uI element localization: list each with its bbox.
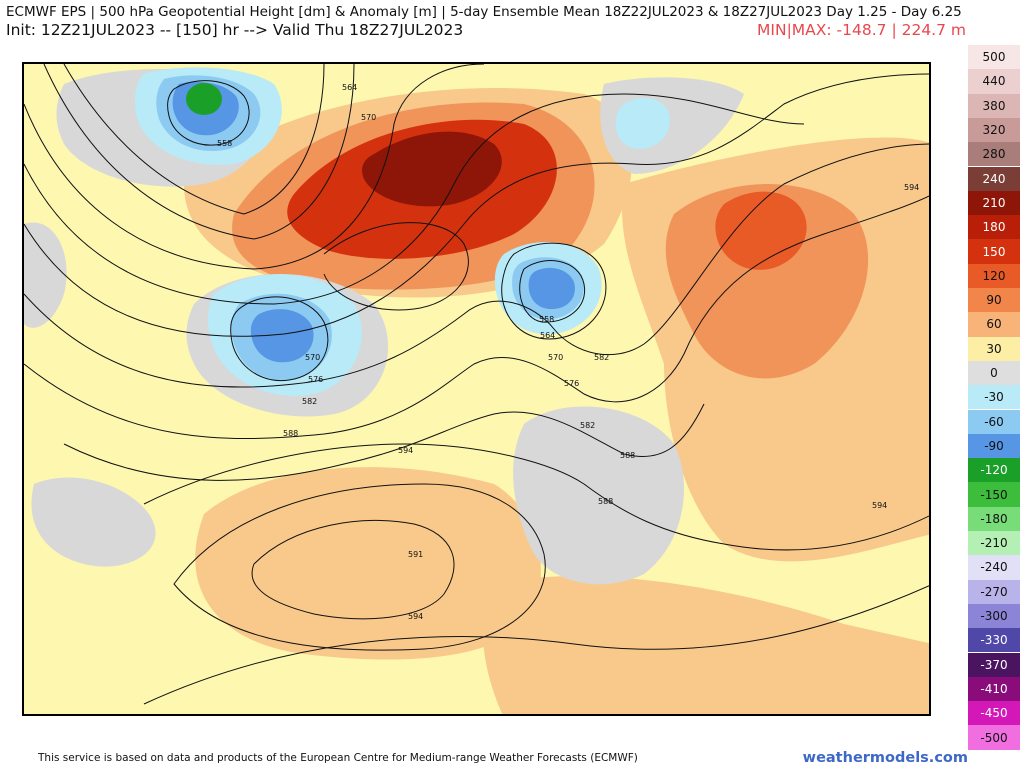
- contour-label: 594: [904, 183, 919, 192]
- colorbar-entry: -410: [968, 676, 1020, 702]
- contour-label: 594: [398, 446, 413, 455]
- contour-label: 576: [308, 375, 323, 384]
- colorbar-entry: -500: [968, 725, 1020, 750]
- map-title: ECMWF EPS | 500 hPa Geopotential Height …: [6, 4, 962, 20]
- colorbar-entry: -30: [968, 385, 1020, 410]
- colorbar-entry: -210: [968, 531, 1020, 556]
- neutral-west-low: [31, 477, 156, 567]
- colorbar-entry: -270: [968, 579, 1020, 604]
- colorbar-entry: 0: [968, 360, 1020, 386]
- contour-label: 570: [305, 353, 320, 362]
- anomaly-southwest: [195, 467, 541, 660]
- map-init-valid: Init: 12Z21JUL2023 -- [150] hr --> Valid…: [6, 21, 464, 39]
- contour-label: 591: [408, 550, 423, 559]
- contour-label: 582: [580, 421, 595, 430]
- trough-alaska-core: [186, 83, 222, 115]
- anomaly-gulf: [483, 576, 929, 714]
- contour-label: 570: [361, 113, 376, 122]
- brand-link[interactable]: weathermodels.com: [802, 750, 968, 766]
- contour-label: 588: [598, 497, 613, 506]
- contour-label: 588: [283, 429, 298, 438]
- neutral-east-us: [513, 406, 684, 585]
- colorbar-entry: -90: [968, 433, 1020, 459]
- neutral-west-edge: [24, 222, 67, 328]
- colorbar-entry: -60: [968, 409, 1020, 434]
- colorbar-entry: -300: [968, 603, 1020, 629]
- colorbar-entry: 60: [968, 312, 1020, 337]
- ridge-canada-darkred: [362, 131, 502, 207]
- colorbar-entry: 30: [968, 336, 1020, 361]
- colorbar-entry: 150: [968, 239, 1020, 264]
- colorbar-entry: -370: [968, 652, 1020, 677]
- contour-label: 564: [342, 83, 357, 92]
- colorbar-entry: 320: [968, 117, 1020, 143]
- colorbar-entry: 500: [968, 45, 1020, 70]
- colorbar-entry: 120: [968, 263, 1020, 288]
- colorbar-entry: 380: [968, 93, 1020, 118]
- contour-label: 576: [564, 379, 579, 388]
- trough-hudson-deep: [528, 267, 575, 310]
- ecmwf-disclaimer: This service is based on data and produc…: [38, 752, 638, 764]
- colorbar-entry: -330: [968, 628, 1020, 653]
- colorbar-entry: -150: [968, 482, 1020, 507]
- contour-label: 558: [217, 139, 232, 148]
- colorbar-entry: -450: [968, 701, 1020, 726]
- trough-pacific-deep: [250, 309, 314, 363]
- contour-label: 582: [302, 397, 317, 406]
- contour-label-group: 564 570 558 594 558 564 570 576 582 588 …: [217, 83, 919, 621]
- forecast-map: 564 570 558 594 558 564 570 576 582 588 …: [22, 62, 931, 716]
- contour-label: 558: [539, 315, 554, 324]
- contour-label: 564: [540, 331, 555, 340]
- colorbar-entry: -180: [968, 506, 1020, 531]
- contour-label: 582: [594, 353, 609, 362]
- colorbar-entry: 90: [968, 288, 1020, 313]
- colorbar-entry: 280: [968, 142, 1020, 167]
- contour-label: 588: [620, 451, 635, 460]
- colorbar-entry: -120: [968, 458, 1020, 483]
- trough-north-atlantic: [615, 98, 670, 149]
- colorbar-entry: 180: [968, 215, 1020, 240]
- contour-label: 594: [872, 501, 887, 510]
- min-max-readout: MIN|MAX: -148.7 | 224.7 m: [757, 21, 966, 39]
- colorbar-entry: 240: [968, 166, 1020, 191]
- contour-label: 594: [408, 612, 423, 621]
- contour-label: 570: [548, 353, 563, 362]
- colorbar-entry: 210: [968, 190, 1020, 216]
- colorbar-entry: -240: [968, 555, 1020, 580]
- colorbar-entry: 440: [968, 69, 1020, 94]
- height-contours: [24, 64, 929, 705]
